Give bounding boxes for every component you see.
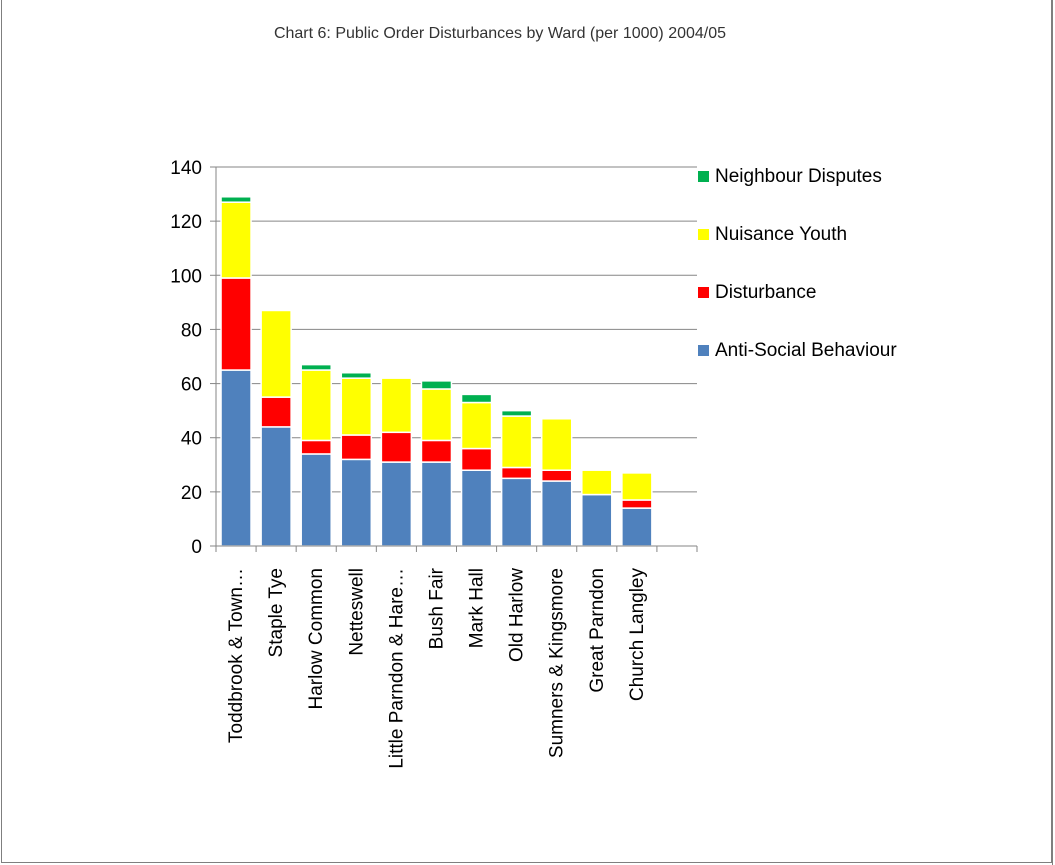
- bar-segment: [621, 507, 653, 547]
- bar-segment: [581, 493, 613, 547]
- x-category-label: Harlow Common: [306, 568, 327, 709]
- bar-segment: [540, 480, 573, 547]
- bar-segment: [220, 196, 252, 203]
- legend-label: Anti-Social Behaviour: [715, 340, 897, 361]
- y-tick-label: 20: [181, 483, 202, 504]
- chart-frame-edge: [1052, 0, 1053, 865]
- bar-segment: [460, 401, 493, 450]
- bar-segment: [460, 469, 493, 547]
- bar-segment: [500, 466, 533, 480]
- bar-segment: [300, 369, 332, 442]
- bar-segment: [340, 377, 373, 436]
- bar-segment: [380, 461, 413, 547]
- bar-segment: [220, 369, 252, 547]
- bar-segment: [460, 447, 493, 471]
- bar-segment: [420, 380, 453, 390]
- axes: [210, 166, 698, 552]
- x-category-label: Toddbrook & Town…: [226, 568, 247, 743]
- bar-segment: [220, 277, 252, 371]
- bar-segment: [460, 393, 493, 404]
- bar-segment: [340, 371, 373, 379]
- bar-segment: [500, 409, 533, 417]
- bar-segment: [621, 499, 653, 509]
- y-tick-label: 80: [181, 320, 202, 341]
- x-category-label: Mark Hall: [467, 568, 488, 648]
- bar-segment: [420, 388, 453, 442]
- legend-swatch: [698, 287, 709, 298]
- bar-segment: [260, 426, 292, 547]
- x-category-label: Great Parndon: [587, 568, 608, 693]
- bar-segment: [260, 396, 292, 428]
- x-category-label: Netteswell: [346, 568, 367, 656]
- x-category-label: Old Harlow: [507, 568, 528, 662]
- bar-segment: [621, 472, 653, 501]
- legend-swatch: [698, 171, 709, 182]
- x-category-label: Church Langley: [627, 568, 648, 702]
- gridlines: [216, 166, 697, 493]
- chart-title: Chart 6: Public Order Disturbances by Wa…: [274, 25, 726, 42]
- legend-label: Disturbance: [715, 282, 816, 303]
- x-category-labels: Toddbrook & Town… Staple Tye Harlow Common…: [226, 567, 648, 768]
- y-tick-label: 100: [170, 266, 202, 287]
- bar-segment: [420, 461, 453, 547]
- bars: [220, 196, 653, 547]
- bar-segment: [300, 439, 332, 455]
- x-category-label: Little Parndon & Hare…: [386, 568, 407, 769]
- bar-segment: [340, 434, 373, 461]
- bar-segment: [420, 439, 453, 463]
- bar-segment: [540, 469, 573, 482]
- legend-swatch: [698, 229, 709, 240]
- y-tick-label: 40: [181, 429, 202, 450]
- bar-segment: [300, 453, 332, 547]
- bar-segment: [380, 377, 413, 434]
- bar-segment: [380, 431, 413, 463]
- legend: Neighbour Disputes Nuisance Youth Disturba…: [698, 166, 897, 361]
- bar-segment: [300, 363, 332, 371]
- bar-segment: [500, 415, 533, 469]
- legend-label: Neighbour Disputes: [715, 166, 882, 187]
- y-tick-label: 60: [181, 375, 202, 396]
- y-tick-label: 140: [170, 158, 202, 179]
- legend-label: Nuisance Youth: [715, 224, 847, 245]
- bar-segment: [220, 201, 252, 279]
- bar-segment: [260, 309, 292, 398]
- legend-swatch: [698, 345, 709, 356]
- bar-segment: [540, 418, 573, 471]
- x-category-label: Sumners & Kingsmore: [547, 568, 568, 758]
- x-category-label: Bush Fair: [426, 567, 447, 649]
- y-tick-labels: 0 20 40 60 80 100 120 140: [170, 158, 202, 558]
- bar-segment: [340, 458, 373, 547]
- y-tick-label: 0: [191, 537, 202, 558]
- y-tick-label: 120: [170, 212, 202, 233]
- bar-segment: [500, 477, 533, 547]
- bar-segment: [581, 469, 613, 496]
- x-category-label: Staple Tye: [266, 568, 287, 657]
